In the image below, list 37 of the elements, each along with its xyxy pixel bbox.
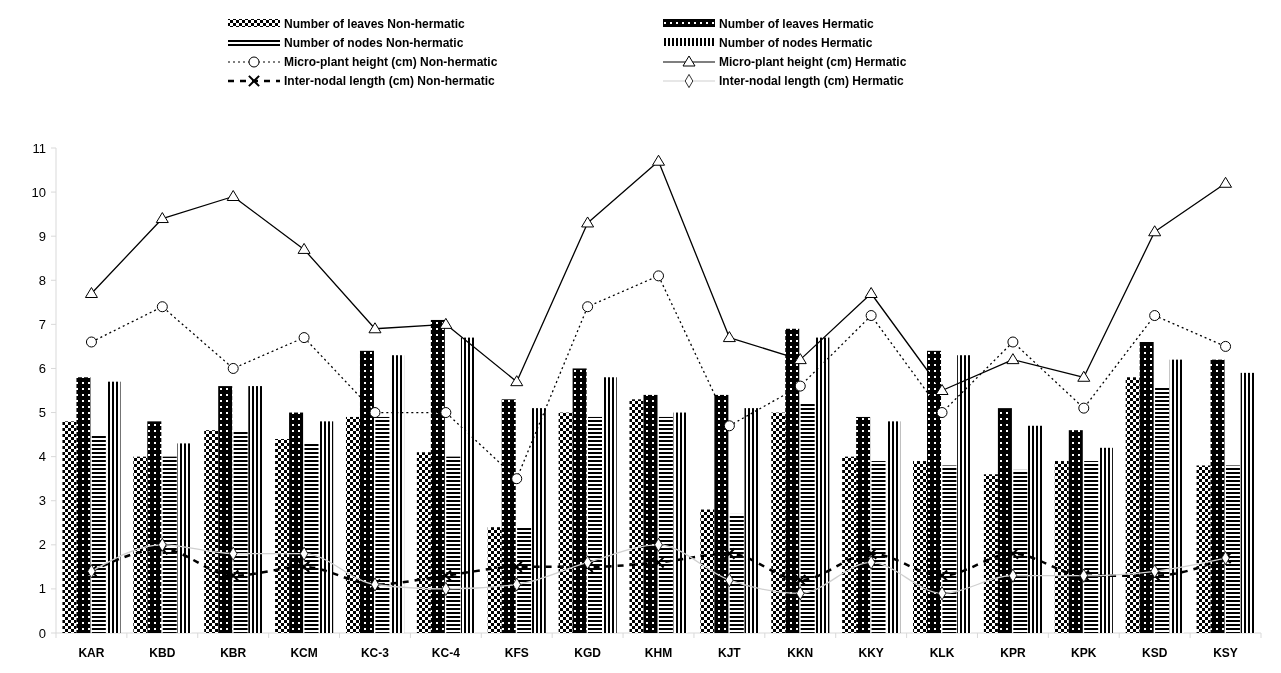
y-tick-label: 2 [38, 537, 46, 553]
x-tick-label: KCM [290, 646, 318, 660]
legend-label: Number of leaves Hermatic [719, 17, 875, 31]
legend-label: Inter-nodal length (cm) Hermatic [719, 74, 905, 88]
x-tick-label: KSY [1213, 646, 1238, 660]
y-tick-label: 9 [38, 228, 46, 244]
x-tick-label: KHM [644, 646, 673, 660]
legend-label: Micro-plant height (cm) Non-hermatic [284, 55, 498, 69]
y-tick-label: 10 [31, 184, 46, 200]
x-tick-label: KFS [504, 646, 529, 660]
x-tick-label: KAR [78, 646, 105, 660]
x-tick-label: KKN [787, 646, 814, 660]
y-tick-label: 5 [38, 405, 46, 421]
legend-label: Number of nodes Hermatic [719, 36, 873, 50]
x-tick-label: KC-4 [431, 646, 461, 660]
legend-label: Number of nodes Non-hermatic [284, 36, 464, 50]
x-tick-label: KGD [574, 646, 602, 660]
x-tick-label: KPR [1000, 646, 1026, 660]
y-tick-label: 4 [38, 449, 46, 465]
x-tick-label: KLK [929, 646, 955, 660]
y-tick-label: 6 [38, 361, 46, 376]
legend-label: Micro-plant height (cm) Hermatic [719, 55, 907, 69]
x-tick-label: KBD [149, 646, 176, 660]
x-tick-label: KKY [858, 646, 884, 660]
y-tick-label: 0 [38, 625, 46, 641]
y-tick-label: 3 [38, 493, 46, 509]
y-tick-label: 1 [38, 581, 46, 597]
y-tick-label: 11 [32, 140, 46, 156]
y-tick-label: 7 [38, 316, 46, 332]
x-tick-label: KSD [1142, 646, 1168, 660]
legend-label: Inter-nodal length (cm) Non-hermatic [284, 74, 495, 88]
legend-label: Number of leaves Non-hermatic [284, 17, 466, 31]
x-tick-label: KPK [1071, 646, 1097, 660]
x-tick-label: KBR [220, 646, 247, 660]
x-tick-label: KC-3 [360, 646, 390, 660]
x-tick-label: KJT [718, 646, 742, 660]
y-tick-label: 8 [38, 272, 46, 288]
